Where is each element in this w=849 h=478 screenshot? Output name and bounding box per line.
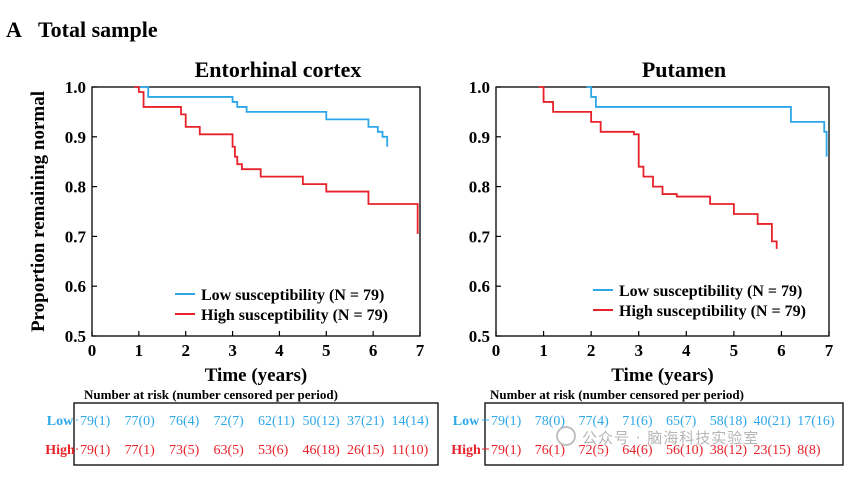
risk-row-label-high: High (45, 443, 75, 458)
y-tick-label: 0.5 (469, 327, 490, 346)
risk-table-title: Number at risk (number censored per peri… (490, 387, 744, 402)
x-tick-label: 0 (88, 341, 97, 360)
plot-frame (495, 86, 830, 337)
series-line-high (134, 86, 419, 234)
risk-cell-high: 56(10) (666, 443, 704, 458)
risk-cell-low: 71(6) (622, 414, 653, 429)
risk-cell-low: 72(7) (214, 414, 245, 429)
watermark: 公众号 · 脑海科技实验室 (556, 426, 759, 448)
x-tick-label: 4 (682, 341, 691, 360)
x-tick-label: 6 (777, 341, 786, 360)
risk-cell-low: 77(4) (579, 414, 610, 429)
legend-label-low: Low susceptibility (N = 79) (619, 283, 802, 300)
series-line-high (538, 86, 778, 249)
chart-title: Putamen (642, 57, 726, 82)
series-line-low (134, 86, 389, 147)
x-tick-label: 7 (416, 341, 425, 360)
risk-cell-low: 65(7) (666, 414, 697, 429)
y-tick-label: 1.0 (469, 78, 490, 97)
risk-cell-low: 58(18) (710, 414, 748, 429)
risk-row-label-high: High (451, 443, 481, 458)
risk-table-title: Number at risk (number censored per peri… (84, 387, 338, 402)
y-tick-label: 0.8 (469, 178, 490, 197)
risk-cell-high: 53(6) (258, 443, 289, 458)
x-tick-label: 1 (135, 341, 144, 360)
risk-table-frame (73, 402, 439, 466)
risk-table-frame (484, 402, 844, 466)
risk-cell-high: 63(5) (214, 443, 245, 458)
risk-cell-low: 77(0) (125, 414, 156, 429)
chart-2: Putamen 0 1 2 3 4 5 6 7 0.5 0.6 0.7 0.8 0.9 1.0 Time (y… (451, 57, 844, 466)
risk-cell-low: 50(12) (303, 414, 341, 429)
risk-cell-low: 76(4) (169, 414, 200, 429)
risk-cell-high: 23(15) (754, 443, 792, 458)
y-axis-label: Proportion remaining normal (28, 91, 49, 332)
x-axis-label: Time (years) (205, 365, 308, 386)
y-tick-label: 0.9 (469, 128, 490, 147)
x-tick-label: 7 (825, 341, 834, 360)
wechat-icon (556, 426, 576, 446)
risk-cell-high: 8(8) (797, 443, 821, 458)
risk-cell-low: 62(11) (258, 414, 295, 429)
risk-cell-high: 26(15) (347, 443, 385, 458)
risk-cell-low: 78(0) (535, 414, 566, 429)
risk-cell-low: 14(14) (392, 414, 430, 429)
risk-cell-low: 37(21) (347, 414, 385, 429)
risk-cell-low: 79(1) (491, 414, 522, 429)
x-tick-label: 4 (275, 341, 284, 360)
y-tick-label: 0.5 (65, 327, 86, 346)
y-tick-label: 0.7 (65, 227, 87, 246)
risk-cell-high: 73(5) (169, 443, 200, 458)
risk-cell-high: 38(12) (710, 443, 748, 458)
plot-frame (91, 86, 421, 337)
y-tick-label: 1.0 (65, 78, 86, 97)
x-tick-label: 3 (634, 341, 643, 360)
x-tick-label: 2 (181, 341, 190, 360)
risk-cell-high: 77(1) (125, 443, 156, 458)
panel-title: Total sample (38, 17, 158, 42)
x-tick-label: 0 (492, 341, 501, 360)
x-axis-label: Time (years) (611, 365, 714, 386)
risk-row-label-low: Low (47, 414, 74, 429)
panel-label: A (6, 17, 22, 42)
y-tick-label: 0.6 (65, 277, 86, 296)
risk-cell-low: 17(16) (797, 414, 835, 429)
series-line-low (586, 86, 828, 157)
y-tick-label: 0.7 (469, 227, 491, 246)
x-tick-label: 6 (369, 341, 378, 360)
risk-cell-low: 79(1) (80, 414, 111, 429)
risk-cell-high: 79(1) (80, 443, 111, 458)
risk-cell-high: 79(1) (491, 443, 522, 458)
risk-cell-high: 64(6) (622, 443, 653, 458)
risk-cell-low: 40(21) (754, 414, 792, 429)
chart-1: Entorhinal cortex 0 1 2 3 4 5 6 7 0.5 0.6 0.7 0.8 0.9… (28, 57, 439, 466)
legend-label-high: High susceptibility (N = 79) (201, 307, 388, 324)
x-tick-label: 2 (587, 341, 596, 360)
risk-cell-high: 46(18) (303, 443, 341, 458)
legend-label-high: High susceptibility (N = 79) (619, 303, 806, 320)
risk-cell-high: 76(1) (535, 443, 566, 458)
watermark-text: 公众号 · 脑海科技实验室 (582, 429, 760, 447)
y-tick-label: 0.9 (65, 128, 86, 147)
legend-label-low: Low susceptibility (N = 79) (201, 287, 384, 304)
x-tick-label: 3 (228, 341, 237, 360)
risk-row-label-low: Low (453, 414, 480, 429)
x-tick-label: 1 (539, 341, 548, 360)
x-tick-label: 5 (730, 341, 739, 360)
risk-cell-high: 72(5) (579, 443, 610, 458)
y-tick-label: 0.6 (469, 277, 490, 296)
plots-layer: Entorhinal cortex 0 1 2 3 4 5 6 7 0.5 0.6 0.7 0.8 0.9… (28, 57, 844, 466)
y-tick-label: 0.8 (65, 178, 86, 197)
x-tick-label: 5 (322, 341, 331, 360)
chart-title: Entorhinal cortex (195, 57, 362, 82)
risk-cell-high: 11(10) (392, 443, 429, 458)
